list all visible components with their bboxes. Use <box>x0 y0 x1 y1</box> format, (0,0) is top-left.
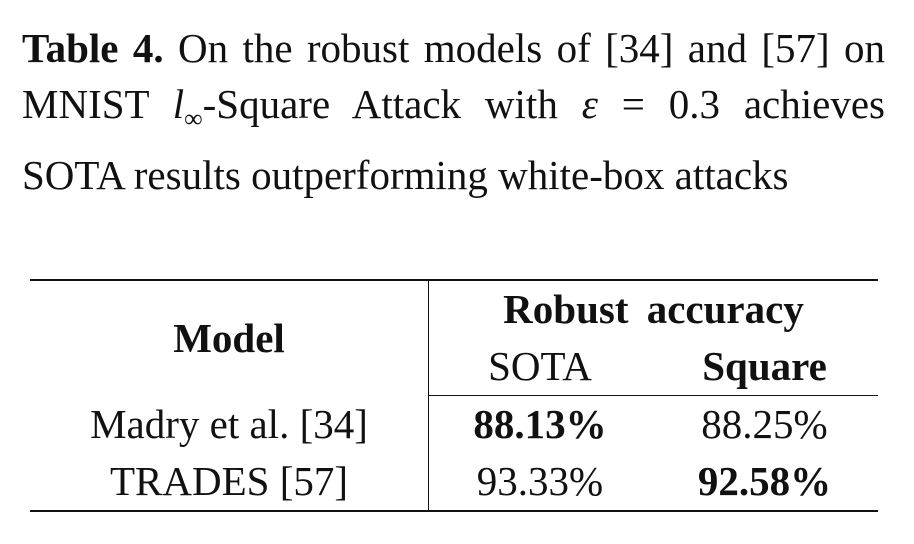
header-cell: Robust accuracy <box>428 279 878 338</box>
header-cell: Square <box>651 338 878 396</box>
cell: Madry et al. [34] <box>30 395 429 453</box>
caption-text: -Square Attack with <box>202 81 582 127</box>
cell: 92.58% <box>651 453 878 512</box>
cell: 88.13% <box>473 401 607 447</box>
caption-text: = 0.3 achieves SOTA results outperformin… <box>22 81 885 199</box>
header-cell: SOTA <box>428 338 651 396</box>
caption: Table 4. On the robust models of [34] an… <box>22 20 885 203</box>
header-cell: Model <box>30 279 429 396</box>
results-table: Model Robust accuracy SOTA Square Madry … <box>30 279 878 512</box>
cell: 93.33% <box>428 453 651 512</box>
caption-math: ε <box>581 81 598 127</box>
caption-text: On the robust models of [34] and [57] on… <box>22 25 885 127</box>
caption-math: l <box>172 81 185 127</box>
caption-label: Table 4. <box>22 25 164 71</box>
cell: 88.25% <box>701 401 828 447</box>
caption-math: ∞ <box>184 104 203 134</box>
cell: TRADES [57] <box>30 453 429 512</box>
